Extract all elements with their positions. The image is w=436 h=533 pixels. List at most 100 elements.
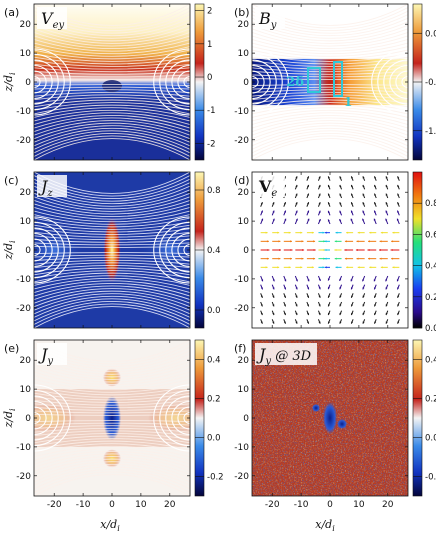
field-line <box>34 109 190 122</box>
field-loop-right <box>401 75 408 89</box>
velocity-arrowhead <box>295 176 298 179</box>
field-loop-right <box>377 53 408 111</box>
field-loop-right <box>165 395 190 441</box>
field-loop-left <box>34 48 71 116</box>
field-line <box>34 399 190 406</box>
y-tick-label: 20 <box>20 188 32 198</box>
velocity-arrowhead <box>260 304 263 307</box>
velocity-arrowhead <box>350 279 353 282</box>
field-line <box>34 288 190 304</box>
velocity-arrowhead <box>265 231 268 234</box>
velocity-arrowhead <box>362 193 365 196</box>
field-line <box>252 109 408 122</box>
field-loop-left <box>34 70 47 94</box>
velocity-arrowhead <box>277 231 280 234</box>
velocity-arrowhead <box>344 248 347 252</box>
velocity-arrowhead <box>380 231 383 234</box>
y-tick-label: -20 <box>234 136 249 146</box>
annotation-1: 1 <box>344 95 352 109</box>
velocity-arrowhead <box>272 295 275 298</box>
velocity-arrowhead <box>391 257 394 260</box>
field-line <box>34 259 190 265</box>
velocity-arrowhead <box>350 210 353 213</box>
colorbar-tick-label: 0.2 <box>425 395 436 405</box>
panel-label: (f) <box>234 342 246 355</box>
velocity-arrowhead <box>362 287 365 290</box>
velocity-arrowhead <box>272 312 275 316</box>
field-line <box>34 112 190 125</box>
field-loop-left <box>252 48 289 116</box>
y-tick-label: 0 <box>25 246 31 256</box>
velocity-arrowhead <box>344 257 347 260</box>
velocity-arrowhead <box>385 202 388 205</box>
field-line <box>34 285 190 301</box>
velocity-arrowhead <box>351 304 354 307</box>
field-line <box>34 107 190 118</box>
velocity-arrowhead <box>318 184 321 188</box>
velocity-arrowhead <box>260 202 263 205</box>
velocity-arrowhead <box>300 266 303 269</box>
field-line <box>252 24 408 42</box>
velocity-arrowhead <box>295 279 298 282</box>
field-loop-left <box>34 400 53 436</box>
field-line <box>34 430 190 437</box>
plot-area <box>252 340 408 496</box>
diffusion-box <box>307 67 321 93</box>
colorbar-tick-label: 0.0 <box>207 306 221 316</box>
field-line <box>252 35 408 49</box>
field-line <box>34 427 190 433</box>
field-line <box>34 293 190 311</box>
velocity-arrowhead <box>295 218 298 221</box>
field-loop-right <box>389 64 408 100</box>
field-line <box>34 290 190 308</box>
velocity-arrowhead <box>351 193 354 196</box>
y-tick-label: -10 <box>16 275 31 285</box>
y-tick-label: 0 <box>25 78 31 88</box>
velocity-arrowhead <box>369 231 372 234</box>
field-line <box>252 46 408 57</box>
field-line <box>34 463 190 483</box>
velocity-arrowhead <box>397 321 400 324</box>
velocity-arrowhead <box>272 210 275 213</box>
field-line <box>34 471 190 493</box>
colorbar-tick-label: 0.0 <box>207 434 221 444</box>
velocity-arrowhead <box>397 304 400 307</box>
field-line <box>252 138 408 160</box>
colorbar <box>412 171 423 329</box>
heatmap-core <box>323 402 337 434</box>
velocity-arrowhead <box>327 193 330 196</box>
field-loop-left <box>34 59 59 105</box>
field-loop-right <box>159 53 190 111</box>
velocity-arrowhead <box>397 184 400 188</box>
velocity-arrowhead <box>318 304 321 307</box>
field-line <box>252 112 408 125</box>
velocity-arrowhead <box>327 321 330 324</box>
velocity-arrowhead <box>301 240 304 243</box>
field-line <box>34 207 190 220</box>
colorbar-tick-label: 0.8 <box>425 199 436 209</box>
velocity-arrowhead <box>265 266 268 269</box>
velocity-arrowhead <box>339 312 342 316</box>
velocity-arrowhead <box>379 257 382 260</box>
field-line <box>34 199 190 215</box>
velocity-arrowhead <box>385 193 388 196</box>
y-tick-label: -10 <box>234 107 249 117</box>
velocity-arrowhead <box>346 231 349 234</box>
field-line <box>34 39 190 52</box>
velocity-arrowhead <box>290 257 292 260</box>
colorbar-tick-label: -0.2 <box>207 473 224 483</box>
velocity-arrowhead <box>322 231 325 234</box>
field-line <box>34 70 190 75</box>
field-line <box>34 67 190 73</box>
velocity-arrowhead <box>397 210 400 213</box>
field-line <box>34 443 190 454</box>
field-line <box>252 86 408 90</box>
quantity-label: Jy @ 3D <box>256 345 312 367</box>
velocity-arrowhead <box>374 176 377 179</box>
velocity-arrowhead <box>327 304 330 307</box>
velocity-arrowhead <box>391 240 394 243</box>
velocity-arrowhead <box>390 248 393 252</box>
velocity-arrowhead <box>374 202 377 205</box>
panel-b: 2δ 1 (b) By 20 10 0 -10 -20 0.0 -0.5 -1.0 <box>234 3 436 161</box>
field-line <box>34 127 190 147</box>
